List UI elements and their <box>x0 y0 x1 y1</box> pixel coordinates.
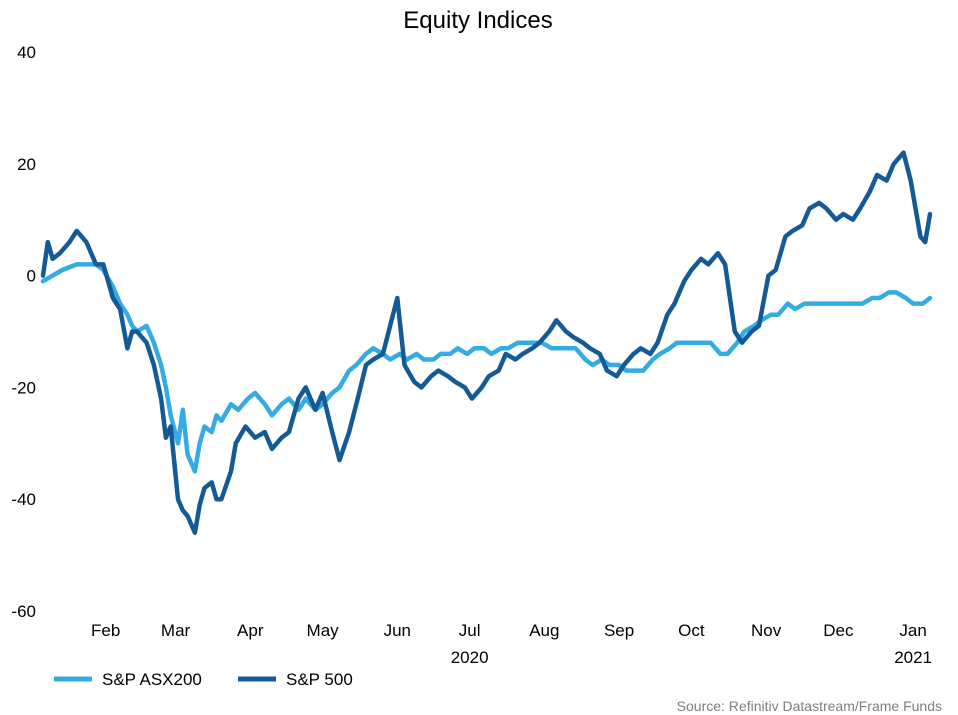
x-axis-tick-labels: Feb Mar Apr May Jun Jul Aug Sep Oct Nov Dec Jan 2020… <box>91 621 932 667</box>
y-axis-tick-labels: 40 20 0 -20 -40 -60 <box>11 43 36 621</box>
y-tick-label: -60 <box>11 602 36 621</box>
chart-title: Equity Indices <box>403 7 552 34</box>
x-tick-label-month: Jan <box>899 621 926 640</box>
x-tick-label-month: Apr <box>237 621 264 640</box>
x-tick-label-month: Oct <box>678 621 705 640</box>
x-tick-label-month: Dec <box>823 621 854 640</box>
plot-area <box>40 150 933 535</box>
series-line-asx200 <box>40 262 933 474</box>
y-tick-label: 0 <box>27 267 36 286</box>
y-tick-label: 40 <box>17 43 36 62</box>
x-tick-label-month: Mar <box>161 621 191 640</box>
x-tick-label-month: Jun <box>384 621 411 640</box>
x-tick-label-month: Aug <box>529 621 559 640</box>
y-tick-label: 20 <box>17 155 36 174</box>
x-tick-label-month: Sep <box>604 621 634 640</box>
source-note: Source: Refinitiv Datastream/Frame Funds <box>677 698 942 714</box>
x-tick-label-month: Nov <box>751 621 782 640</box>
series-line-sp500 <box>40 150 933 535</box>
y-tick-label: -40 <box>11 490 36 509</box>
legend-label-asx200: S&P ASX200 <box>102 670 202 689</box>
x-tick-label-year: 2021 <box>894 648 932 667</box>
x-tick-label-month: May <box>307 621 340 640</box>
legend: S&P ASX200 S&P 500 <box>54 670 353 689</box>
legend-label-sp500: S&P 500 <box>286 670 353 689</box>
y-tick-label: -20 <box>11 378 36 397</box>
x-tick-label-month: Jul <box>459 621 481 640</box>
x-tick-label-year: 2020 <box>451 648 489 667</box>
x-tick-label-month: Feb <box>91 621 120 640</box>
